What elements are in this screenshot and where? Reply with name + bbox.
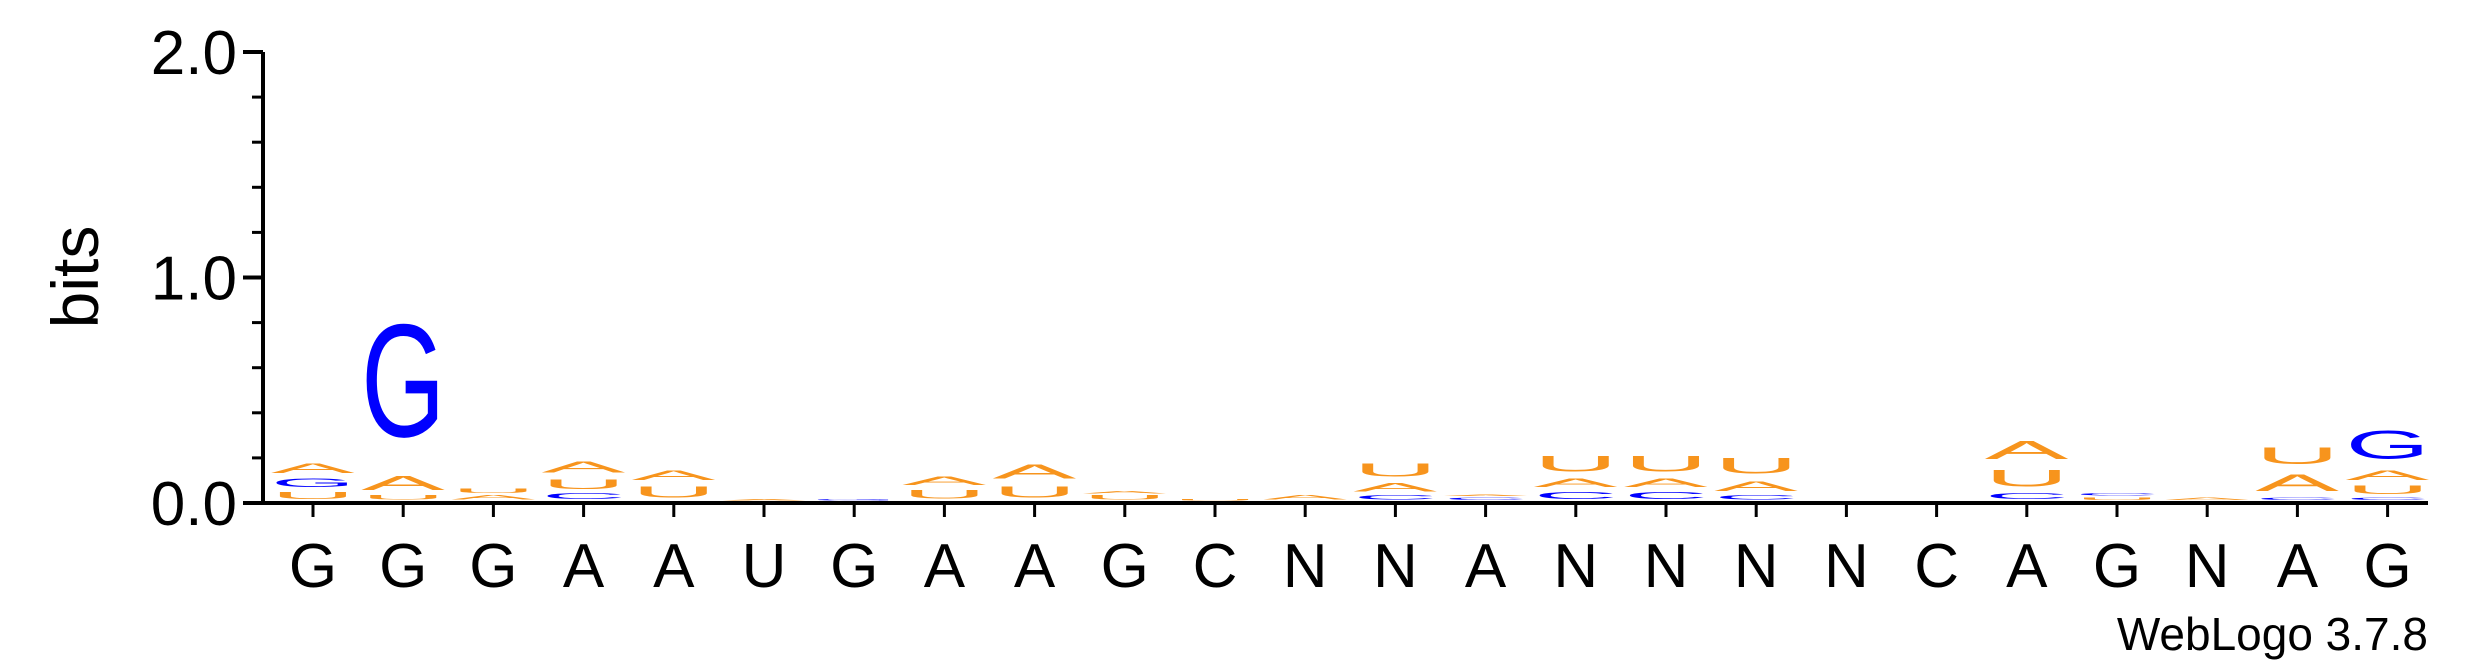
y-tick-label: 2.0 (151, 19, 237, 88)
x-tick-label: N (1283, 532, 1328, 601)
x-tick-label: N (1824, 532, 1869, 601)
x-tick-label: G (469, 532, 517, 601)
x-tick-label: N (2185, 532, 2230, 601)
logo-letter-u: U (1173, 499, 1257, 501)
x-tick-label: A (2006, 532, 2048, 601)
logo-letter-u: U (1714, 453, 1798, 478)
logo-letter-a: A (902, 474, 986, 488)
logo-letter-u: U (1083, 494, 1167, 501)
y-axis-label: bits (38, 226, 112, 329)
logo-letter-u: U (1624, 451, 1708, 476)
logo-letter-g: G (812, 499, 896, 501)
x-tick-label: A (1465, 532, 1507, 601)
logo-letter-u: U (1985, 465, 2069, 492)
logo-letter-a: A (451, 494, 536, 501)
logo-letter-a: A (2165, 496, 2249, 500)
logo-letter-a: A (1985, 436, 2069, 465)
logo-letter-a: A (1444, 494, 1528, 496)
logo-letter-u: U (632, 483, 716, 501)
logo-letter-u: U (902, 487, 986, 501)
logo-letter-u: U (2255, 442, 2339, 469)
logo-letter-a: A (1534, 476, 1618, 490)
logo-letter-c: C (1985, 492, 2069, 501)
x-tick-label: G (2093, 532, 2141, 601)
x-tick-label: N (1553, 532, 1598, 601)
logo-letter-a: A (1714, 478, 1798, 494)
x-tick-label: G (1101, 532, 1149, 601)
x-tick-label: A (1014, 532, 1056, 601)
x-tick-label: A (2277, 532, 2319, 601)
logo-letter-c: C (1714, 494, 1798, 501)
logo-letter-u: U (542, 476, 626, 492)
x-tick-label: A (653, 532, 695, 601)
logo-letter-a: A (1624, 476, 1708, 490)
logo-letter-u: U (451, 487, 535, 494)
x-tick-label: A (924, 532, 966, 601)
x-tick-label: G (2363, 532, 2411, 601)
logo-letter-u: U (2346, 483, 2430, 497)
logo-letter-c: C (2346, 497, 2430, 501)
logo-letter-g: G (361, 292, 445, 472)
logo-letter-u: U (361, 494, 445, 501)
x-tick-label: A (563, 532, 605, 601)
y-tick-label: 0.0 (151, 470, 237, 539)
logo-letter-u: U (271, 490, 355, 501)
x-tick-label: U (742, 532, 787, 601)
logo-letter-a: A (722, 499, 806, 501)
y-tick-label: 1.0 (151, 245, 237, 314)
x-tick-label: N (1734, 532, 1779, 601)
logo-letter-g: G (271, 476, 355, 490)
x-tick-label: G (379, 532, 427, 601)
y-ticks: 0.0 1.0 2.0 (151, 19, 263, 539)
logo-letter-a: A (1353, 481, 1437, 495)
logo-letter-a: A (993, 461, 1077, 483)
logo-letter-a: A (361, 472, 445, 494)
weblogo-credit: WebLogo 3.7.8 (2117, 608, 2428, 660)
x-tick-label: G (830, 532, 878, 601)
axes: 0.0 1.0 2.0 bits (38, 19, 2428, 539)
logo-letter-u: U (1534, 451, 1618, 476)
logo-letter-c: C (2255, 497, 2339, 501)
logo-letter-c: C (1534, 490, 1618, 501)
logo-letter-c: C (2075, 492, 2159, 496)
logo-letter-a: A (1083, 490, 1167, 494)
logo-letter-c: C (1624, 490, 1708, 501)
logo-letter-a: A (1263, 494, 1348, 501)
logo-letter-a: A (271, 460, 355, 476)
x-tick-label: N (1373, 532, 1418, 601)
logo-letter-u: U (2075, 497, 2159, 501)
logo-letter-c: C (1353, 494, 1437, 501)
logo-letter-g: G (2346, 422, 2430, 467)
x-tick-label: C (1193, 532, 1238, 601)
x-tick-label: G (289, 532, 337, 601)
logo-letter-a: A (2255, 469, 2340, 496)
x-tick-label: N (1644, 532, 1689, 601)
logo-letter-a: A (542, 458, 626, 476)
logo-letter-c: C (542, 492, 626, 501)
x-tick-label: C (1914, 532, 1959, 601)
logo-letter-u: U (993, 483, 1077, 501)
logo-letter-c: C (1444, 497, 1528, 501)
logo-letter-a: A (2346, 467, 2430, 483)
logo-letter-u: U (1353, 460, 1437, 480)
logo-letter-a: A (632, 467, 716, 483)
